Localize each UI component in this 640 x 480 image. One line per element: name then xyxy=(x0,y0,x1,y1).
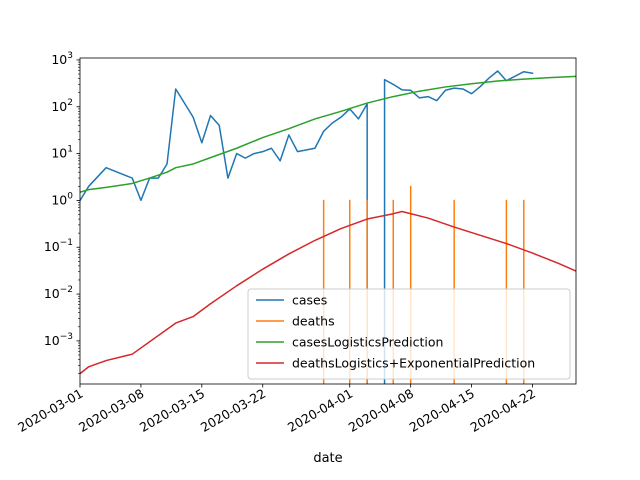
legend: cases deaths casesLogisticsPrediction death… xyxy=(247,288,571,380)
series-line-deathsLogistics+ExponentialPrediction xyxy=(80,210,576,375)
legend-label: cases xyxy=(292,293,327,308)
series-layer xyxy=(80,70,576,384)
legend-box xyxy=(247,288,571,380)
legend-label: deathsLogistics+ExponentialPrediction xyxy=(292,356,535,371)
y-tick-label: 10−2 xyxy=(44,285,73,301)
legend-label: casesLogisticsPrediction xyxy=(292,335,443,350)
axes-frame xyxy=(79,57,577,385)
legend-label: deaths xyxy=(292,314,335,329)
y-tick-label: 102 xyxy=(51,98,73,114)
series-line-casesLogisticsPrediction xyxy=(80,75,576,193)
y-tick-label: 10−1 xyxy=(44,238,73,254)
x-axis-label: date xyxy=(313,451,342,466)
y-axis: 10−3 10−2 10−1 100 101 102 103 xyxy=(44,51,80,374)
y-tick-label: 101 xyxy=(51,145,73,161)
series-line-deaths xyxy=(322,185,525,384)
y-tick-label: 100 xyxy=(51,191,73,207)
y-tick-label: 10−3 xyxy=(44,332,73,348)
y-tick-label: 103 xyxy=(51,51,73,67)
